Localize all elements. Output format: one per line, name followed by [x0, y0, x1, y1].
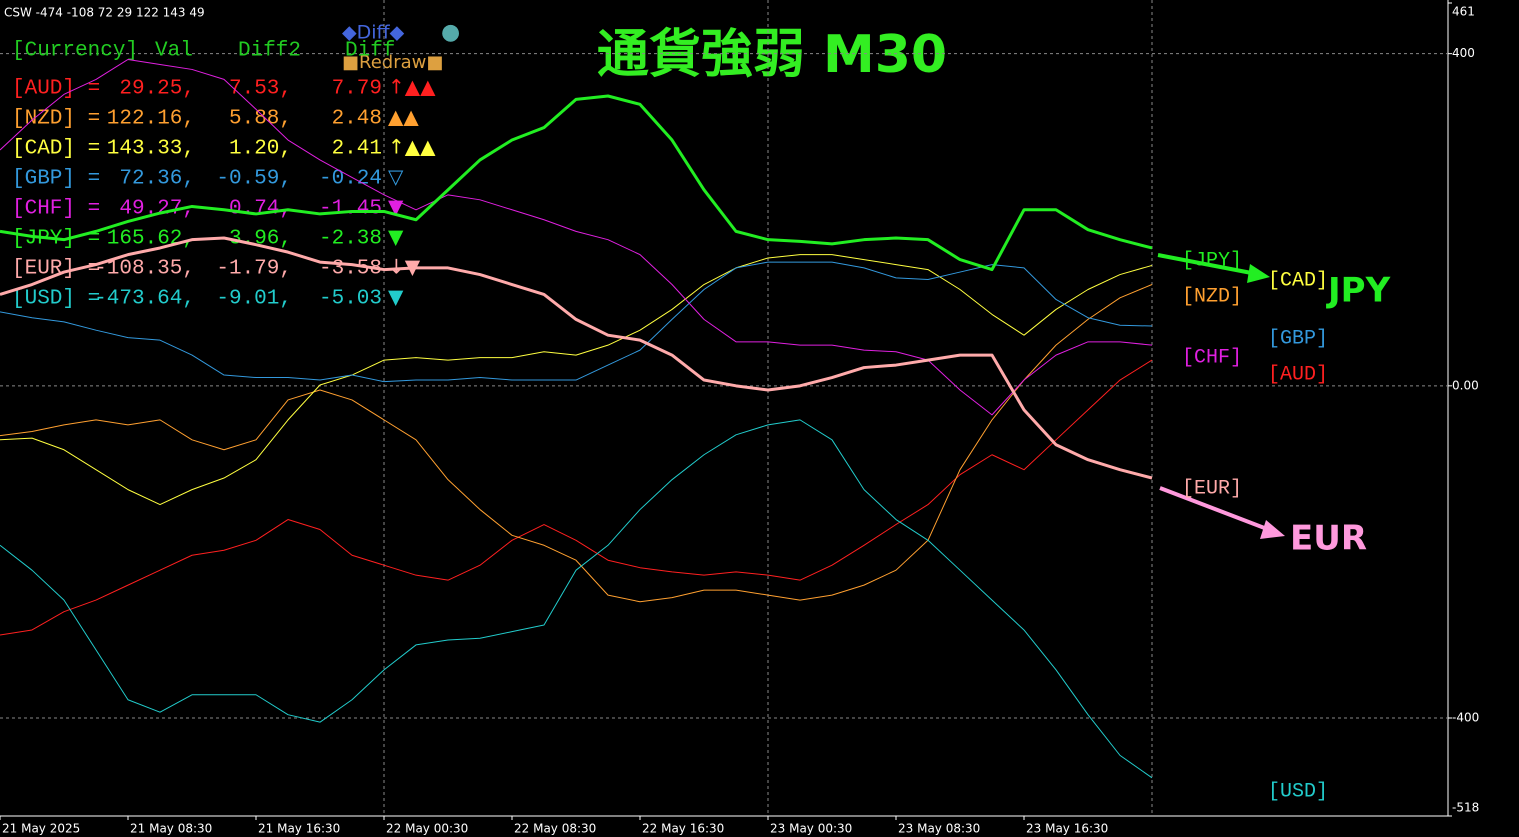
panel-signal: ↑▲▲ [388, 75, 436, 99]
x-tick-label: 21 May 2025 [2, 822, 80, 836]
panel-cell: 122.16, [107, 108, 195, 131]
panel-signal: ▼ [388, 225, 404, 249]
series-line [0, 94, 1153, 272]
panel-cell: [GBP] = [12, 168, 100, 191]
panel-cell: 2.48 [332, 108, 382, 131]
panel-header: Diff [345, 40, 395, 63]
header-text: CSW -474 -108 72 29 122 143 49 [4, 6, 205, 20]
panel-signal: ▽ [388, 165, 404, 189]
series-line [0, 261, 1153, 383]
panel-cell: [NZD] = [12, 108, 100, 131]
panel-cell: -108.35, [94, 258, 195, 281]
panel-cell: -9.01, [216, 288, 292, 311]
x-tick-label: 23 May 08:30 [898, 822, 980, 836]
x-tick-label: 23 May 16:30 [1026, 822, 1108, 836]
panel-cell: 2.41 [332, 138, 382, 161]
panel-cell: 0.74, [229, 198, 292, 221]
panel-header: Diff2 [238, 40, 301, 63]
panel-cell: [AUD] = [12, 78, 100, 101]
legend-label: [USD] [1268, 780, 1328, 803]
diff-button[interactable]: ◆Diff◆ [342, 22, 405, 44]
x-tick-label: 22 May 08:30 [514, 822, 596, 836]
panel-cell: 165.62, [107, 228, 195, 251]
y-tick-label: 461 [1452, 5, 1475, 19]
redraw-button[interactable]: ■Redraw■ [342, 52, 443, 73]
series-line [0, 359, 1153, 636]
panel-cell: -1.45 [319, 198, 382, 221]
panel-cell: 72.36, [119, 168, 195, 191]
x-tick-label: 21 May 08:30 [130, 822, 212, 836]
annotation: JPY [1326, 271, 1391, 311]
panel-header: [Currency] [12, 40, 138, 63]
panel-signal: ▼ [388, 285, 404, 309]
legend-label: [EUR] [1182, 477, 1242, 500]
legend-label: [CHF] [1182, 346, 1242, 369]
legend-label: [JPY] [1182, 249, 1242, 272]
x-tick-label: 23 May 00:30 [770, 822, 852, 836]
panel-cell: 49.27, [119, 198, 195, 221]
y-tick-label: -400 [1452, 711, 1479, 725]
arrow-head [1260, 520, 1285, 539]
panel-cell: -473.64, [94, 288, 195, 311]
panel-cell: -0.59, [216, 168, 292, 191]
y-tick-label: 0.00 [1452, 378, 1479, 392]
panel-cell: [USD] = [12, 288, 100, 311]
x-tick-label: 22 May 00:30 [386, 822, 468, 836]
arrow-head [1247, 264, 1270, 283]
panel-cell: 7.53, [229, 78, 292, 101]
panel-cell: [CAD] = [12, 138, 100, 161]
x-tick-label: 22 May 16:30 [642, 822, 724, 836]
series-line [0, 58, 1153, 416]
panel-signal: ↑▲▲ [388, 135, 436, 159]
panel-cell: 7.79 [332, 78, 382, 101]
series-line [0, 236, 1153, 480]
panel-cell: -2.38 [319, 228, 382, 251]
legend-label: [AUD] [1268, 363, 1328, 386]
toggle-button[interactable]: ● [441, 20, 460, 45]
chart-title: 通貨強弱 M30 [597, 25, 947, 85]
legend-label: [CAD] [1268, 269, 1328, 292]
panel-cell: -0.24 [319, 168, 382, 191]
panel-cell: [CHF] = [12, 198, 100, 221]
panel-cell: 3.96, [229, 228, 292, 251]
y-tick-label: 400 [1452, 46, 1475, 60]
y-tick-label: -518 [1452, 801, 1479, 815]
x-tick-label: 21 May 16:30 [258, 822, 340, 836]
arrow [1159, 486, 1276, 534]
legend-label: [NZD] [1182, 285, 1242, 308]
panel-cell: -5.03 [319, 288, 382, 311]
panel-cell: 5.88, [229, 108, 292, 131]
panel-header: Val [155, 40, 193, 63]
panel-cell: 1.20, [229, 138, 292, 161]
panel-signal: ▲▲ [388, 105, 419, 129]
arrow [1157, 253, 1263, 277]
legend-label: [GBP] [1268, 327, 1328, 350]
panel-cell: [EUR] = [12, 258, 100, 281]
series-line [0, 419, 1153, 779]
panel-cell: -1.79, [216, 258, 292, 281]
annotation: EUR [1290, 519, 1367, 559]
panel-cell: 143.33, [107, 138, 195, 161]
series-line [0, 254, 1153, 506]
series-line [0, 284, 1153, 603]
panel-cell: 29.25, [119, 78, 195, 101]
